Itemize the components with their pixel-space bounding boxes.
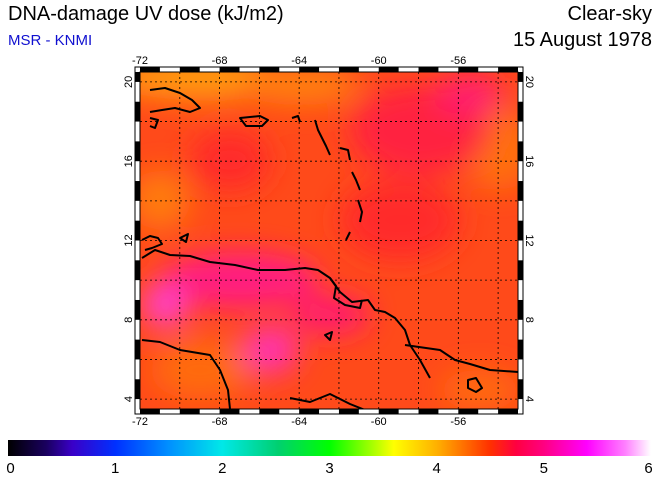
lat-tick-label-left: 8: [123, 317, 135, 323]
lon-tick-label-bottom: -72: [132, 416, 148, 428]
uv-dose-field: [140, 72, 518, 409]
colorbar-tick-label: 1: [110, 460, 120, 477]
colorbar-tick-label: 5: [539, 460, 548, 477]
lat-tick-label-right: 4: [523, 396, 535, 402]
lat-tick-label-right: 8: [523, 317, 535, 323]
puerto-rico-coast: [239, 115, 269, 127]
lat-tick-label-right: 12: [523, 234, 535, 246]
coastlines: [141, 87, 518, 409]
guianas-coast: [404, 344, 518, 373]
date-label: 15 August 1978: [512, 29, 652, 51]
axis-ticks: -72 -72 -68 -68 -64 -64 -60 -60 -56 -56 4 4 8 8 12 12 16…: [123, 55, 535, 428]
uv-colorbar: [8, 440, 651, 456]
colorbar-tick-label: 0: [6, 460, 15, 477]
lon-tick-label-top: -64: [291, 55, 307, 67]
lon-tick-label-bottom: -64: [291, 416, 307, 428]
grid-lines: [139, 72, 518, 409]
lat-tick-label-right: 16: [523, 155, 535, 167]
lon-tick-label-top: -72: [132, 55, 148, 67]
colorbar-tick-label: 3: [325, 460, 334, 477]
lat-tick-label-left: 20: [123, 76, 135, 88]
lat-tick-label-left: 4: [123, 396, 135, 402]
guajira-coast: [141, 235, 163, 251]
uv-dose-map: -72 -72 -68 -68 -64 -64 -60 -60 -56 -56 4 4 8 8 12 12 16…: [123, 55, 535, 428]
lat-tick-label-left: 12: [123, 234, 135, 246]
map-frame-border: [134, 66, 524, 415]
lon-tick-label-top: -56: [450, 55, 466, 67]
colorbar-tick-label: 6: [644, 460, 653, 477]
brazil-border: [289, 393, 366, 409]
hispaniola-coast: [149, 87, 201, 113]
sky-condition-label: Clear-sky: [567, 3, 652, 25]
lon-tick-label-bottom: -60: [371, 416, 387, 428]
source-label: MSR - KNMI: [8, 32, 93, 49]
map-title: DNA-damage UV dose (kJ/m2): [8, 3, 284, 25]
lon-tick-label-bottom: -56: [450, 416, 466, 428]
lesser-antilles-chain: [314, 119, 363, 241]
colombia-border: [141, 339, 231, 409]
lat-tick-label-left: 16: [123, 155, 135, 167]
lake-outline: [467, 377, 483, 393]
lat-tick-label-right: 20: [523, 76, 535, 88]
colorbar-tick-label: 4: [432, 460, 441, 477]
lon-tick-label-bottom: -68: [212, 416, 228, 428]
lon-tick-label-top: -68: [212, 55, 228, 67]
lon-tick-label-top: -60: [371, 55, 387, 67]
colorbar-tick-label: 2: [218, 460, 227, 477]
